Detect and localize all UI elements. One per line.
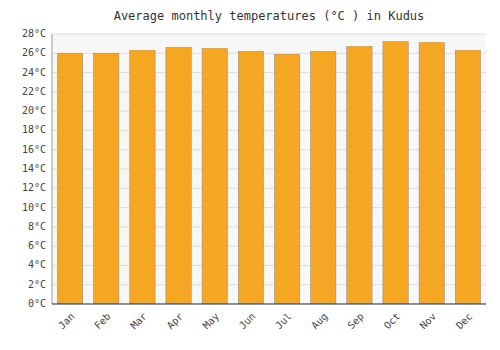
x-tick-label: Sep	[345, 311, 366, 332]
y-tick-label: 2°C	[28, 279, 46, 290]
bar	[419, 43, 444, 304]
y-grid	[52, 34, 486, 304]
x-tick-label: Feb	[92, 311, 113, 332]
y-tick-label: 18°C	[22, 124, 46, 135]
bars	[57, 42, 480, 304]
x-tick-label: Aug	[309, 311, 330, 332]
chart-container: 0°C 2°C 4°C 6°C 8°C 10°C 12°C 14°C 16°C 18°C 20°C 2…	[0, 0, 500, 350]
bar	[130, 50, 155, 304]
bar	[311, 51, 336, 304]
bar	[383, 42, 408, 304]
bar	[57, 53, 82, 304]
grid-line	[52, 304, 486, 305]
bar	[94, 53, 119, 304]
plot-background	[52, 34, 486, 304]
y-tick-label: 4°C	[28, 259, 46, 270]
x-tick-label: Dec	[454, 311, 475, 332]
y-tick-label: 22°C	[22, 86, 46, 97]
bar	[238, 51, 263, 304]
x-tick-label: Apr	[165, 311, 186, 332]
x-tick-label: Jul	[273, 311, 294, 332]
chart-svg: 0°C 2°C 4°C 6°C 8°C 10°C 12°C 14°C 16°C 18°C 20°C 2…	[0, 0, 500, 350]
y-tick-label: 20°C	[22, 105, 46, 116]
y-tick-label: 14°C	[22, 163, 46, 174]
y-tick-label: 16°C	[22, 144, 46, 155]
title: Average monthly temperatures (°C ) in Ku…	[114, 9, 425, 23]
y-tick-label: 12°C	[22, 182, 46, 193]
y-axis-line	[52, 34, 53, 304]
x-tick-label: Jan	[56, 311, 77, 332]
x-tick-label: Mar	[128, 311, 149, 332]
y-tick-label: 28°C	[22, 28, 46, 39]
y-tick-label: 8°C	[28, 221, 46, 232]
x-tick-label: May	[201, 311, 222, 332]
bar	[166, 48, 191, 305]
x-axis-line	[52, 304, 486, 305]
y-tick-label: 0°C	[28, 298, 46, 309]
bar	[455, 50, 480, 304]
bar	[347, 47, 372, 304]
x-tick-label: Oct	[382, 311, 403, 332]
bar	[274, 54, 299, 304]
grid-line	[52, 34, 486, 35]
bar	[202, 48, 227, 304]
y-tick-label: 26°C	[22, 47, 46, 58]
y-axis: 0°C 2°C 4°C 6°C 8°C 10°C 12°C 14°C 16°C 18°C 20°C 2…	[22, 28, 46, 309]
y-tick-label: 6°C	[28, 240, 46, 251]
y-tick-label: 10°C	[22, 202, 46, 213]
x-axis: Jan Feb Mar Apr May Jun Jul Aug Sep Oct Nov Dec	[56, 311, 474, 332]
x-tick-label: Nov	[418, 311, 439, 332]
x-tick-label: Jun	[237, 311, 258, 332]
y-tick-label: 24°C	[22, 67, 46, 78]
